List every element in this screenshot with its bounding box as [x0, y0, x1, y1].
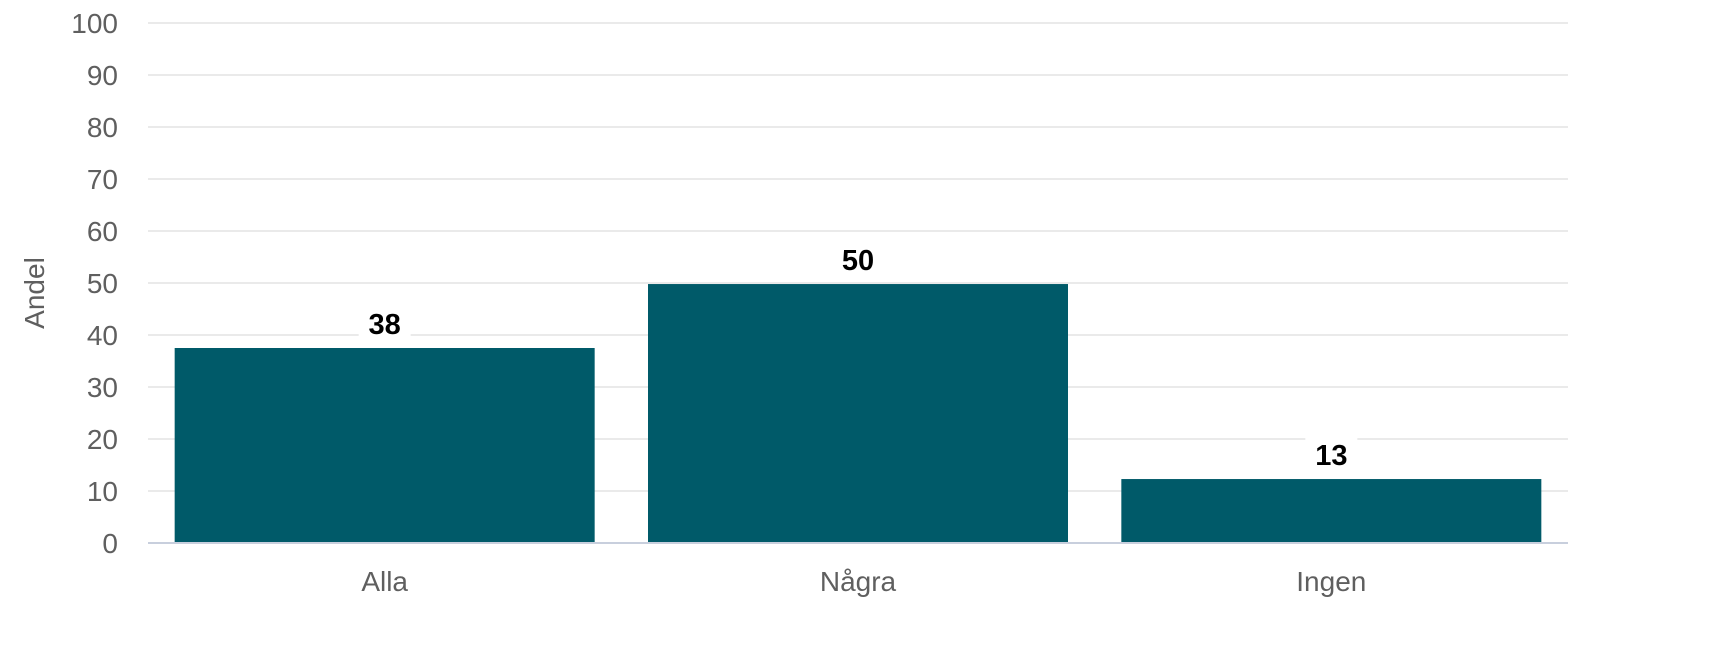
x-axis-categories: Alla Några Ingen [361, 566, 1366, 597]
bar [1121, 479, 1542, 543]
bar [174, 348, 595, 543]
y-tick-label: 70 [87, 164, 118, 195]
y-tick-label: 0 [102, 528, 118, 559]
y-tick-label: 10 [87, 476, 118, 507]
y-tick-label: 50 [87, 268, 118, 299]
x-category-label: Alla [361, 566, 408, 597]
y-axis-title: Andel [19, 257, 50, 329]
y-tick-label: 40 [87, 320, 118, 351]
y-axis-ticks: 0 10 20 30 40 50 60 70 80 90 100 [71, 8, 118, 559]
data-labels: 38 50 13 [358, 238, 1358, 478]
data-label-background [1305, 433, 1358, 478]
bar [648, 284, 1068, 543]
y-tick-label: 80 [87, 112, 118, 143]
data-label: 38 [369, 309, 401, 341]
y-tick-label: 30 [87, 372, 118, 403]
x-category-label: Ingen [1296, 566, 1366, 597]
y-tick-label: 100 [71, 8, 118, 39]
x-category-label: Några [820, 566, 897, 597]
y-tick-label: 90 [87, 60, 118, 91]
data-label-background [832, 238, 884, 283]
y-tick-label: 60 [87, 216, 118, 247]
data-label-background [358, 302, 411, 346]
bars [174, 284, 1542, 543]
y-tick-label: 20 [87, 424, 118, 455]
data-label: 13 [1315, 440, 1347, 472]
data-label: 50 [842, 245, 874, 277]
